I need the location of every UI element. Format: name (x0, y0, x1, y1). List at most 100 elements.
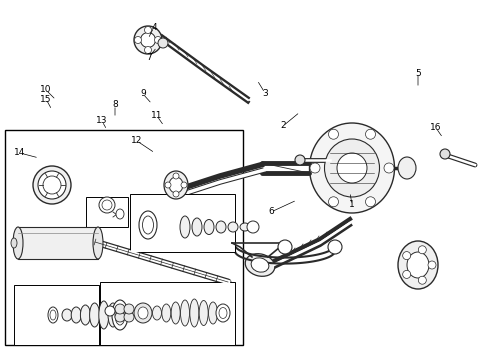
Ellipse shape (33, 166, 71, 204)
Ellipse shape (102, 200, 112, 210)
Text: 10: 10 (40, 85, 52, 94)
Bar (5, 130, 243, 345)
Text: 9: 9 (140, 90, 145, 99)
Bar (18, 227, 98, 259)
Circle shape (336, 153, 366, 183)
Circle shape (439, 149, 449, 159)
Text: 7: 7 (146, 53, 152, 62)
Ellipse shape (406, 252, 428, 278)
Circle shape (402, 270, 410, 278)
Circle shape (124, 304, 134, 314)
Circle shape (365, 197, 375, 207)
Circle shape (383, 163, 393, 173)
Ellipse shape (162, 304, 170, 322)
Circle shape (134, 36, 141, 44)
Ellipse shape (48, 307, 58, 323)
Text: 15: 15 (40, 94, 52, 104)
Circle shape (365, 129, 375, 139)
Ellipse shape (134, 26, 162, 54)
Ellipse shape (216, 221, 225, 233)
Text: 12: 12 (131, 136, 142, 145)
Bar (86, 197, 128, 227)
Bar (14, 285, 99, 345)
Ellipse shape (216, 304, 229, 322)
Ellipse shape (246, 221, 259, 233)
Ellipse shape (245, 254, 274, 276)
Circle shape (327, 240, 341, 254)
Ellipse shape (71, 307, 81, 323)
Circle shape (154, 36, 161, 44)
Circle shape (144, 46, 151, 54)
Ellipse shape (11, 238, 17, 248)
Ellipse shape (397, 157, 415, 179)
Text: 16: 16 (429, 123, 441, 132)
Circle shape (105, 306, 115, 316)
Circle shape (402, 252, 410, 260)
Text: 4: 4 (151, 22, 157, 31)
Ellipse shape (93, 227, 103, 259)
Text: 1: 1 (348, 201, 354, 210)
Circle shape (294, 155, 305, 165)
Ellipse shape (227, 222, 238, 232)
Ellipse shape (180, 300, 189, 326)
Text: 2: 2 (280, 121, 285, 130)
Circle shape (328, 197, 338, 207)
Ellipse shape (38, 171, 66, 199)
Ellipse shape (192, 218, 202, 236)
Ellipse shape (116, 209, 124, 219)
Ellipse shape (309, 123, 394, 213)
Ellipse shape (62, 309, 72, 321)
Ellipse shape (397, 241, 437, 289)
Ellipse shape (152, 306, 161, 320)
Circle shape (115, 304, 125, 314)
Text: 3: 3 (262, 89, 267, 98)
Circle shape (417, 246, 426, 254)
Ellipse shape (199, 301, 208, 325)
Circle shape (278, 240, 291, 254)
Circle shape (427, 261, 435, 269)
Ellipse shape (99, 301, 108, 329)
Text: 14: 14 (14, 148, 26, 157)
Circle shape (309, 163, 319, 173)
Text: 5: 5 (414, 68, 420, 77)
Ellipse shape (208, 302, 217, 324)
Text: 8: 8 (112, 100, 118, 109)
Ellipse shape (171, 302, 180, 324)
Ellipse shape (115, 305, 125, 325)
Text: 6: 6 (267, 207, 273, 216)
Ellipse shape (189, 299, 199, 327)
Ellipse shape (139, 211, 157, 239)
Ellipse shape (169, 177, 183, 193)
Circle shape (144, 27, 151, 33)
Circle shape (173, 191, 179, 197)
Circle shape (173, 173, 179, 179)
Ellipse shape (324, 139, 379, 197)
Circle shape (181, 182, 186, 188)
Ellipse shape (251, 258, 268, 272)
Circle shape (164, 182, 171, 188)
Ellipse shape (13, 227, 23, 259)
Ellipse shape (43, 176, 61, 194)
Circle shape (124, 312, 134, 322)
Ellipse shape (50, 310, 56, 320)
Ellipse shape (108, 303, 118, 327)
Text: 11: 11 (151, 112, 163, 121)
Ellipse shape (99, 197, 115, 213)
Ellipse shape (112, 300, 128, 330)
Ellipse shape (138, 307, 148, 319)
Circle shape (115, 312, 125, 322)
Bar (100, 282, 235, 345)
Ellipse shape (89, 303, 100, 327)
Ellipse shape (140, 32, 155, 48)
Ellipse shape (203, 220, 214, 234)
Bar (130, 194, 235, 252)
Text: 13: 13 (96, 117, 107, 126)
Ellipse shape (142, 216, 153, 234)
Ellipse shape (163, 171, 187, 199)
Circle shape (158, 38, 168, 48)
Circle shape (417, 276, 426, 284)
Circle shape (328, 129, 338, 139)
Ellipse shape (180, 216, 190, 238)
Ellipse shape (219, 307, 226, 319)
Ellipse shape (240, 223, 249, 231)
